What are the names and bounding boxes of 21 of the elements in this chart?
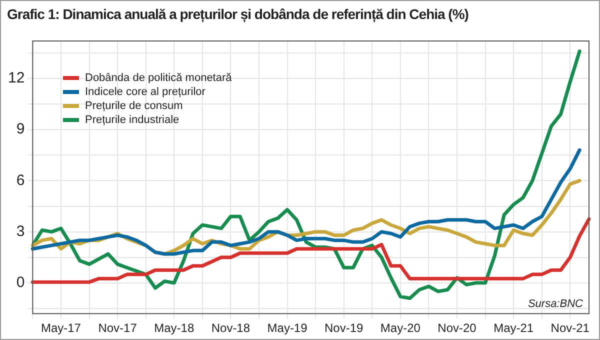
legend-label: Indicele core al prețurilor [85,85,206,99]
x-tick-label: Nov-20 [438,321,477,336]
x-tick-label: Nov-17 [98,321,138,336]
legend-label: Dobânda de politică monetară [85,71,232,85]
x-tick-label: Nov-18 [211,321,250,336]
y-tick-label: 12 [8,70,25,87]
legend-label: Prețurile de consum [85,99,183,113]
x-tick-label: Nov-19 [324,321,364,336]
x-tick-label: May-20 [380,321,421,336]
y-tick-label: 0 [16,274,25,292]
annotation: Sursa:BNC [528,298,584,310]
y-tick-label: 9 [16,120,25,138]
x-tick-label: May-19 [267,321,308,336]
x-tick-label: May-17 [40,321,82,336]
y-tick-label: 6 [16,172,25,189]
legend-label: Prețurile industriale [85,113,180,127]
x-tick-label: Nov-21 [550,321,590,336]
chart-title: Grafic 1: Dinamica anuală a prețurilor și dobânda de referință din Cehia (%) [7,6,468,22]
x-tick-label: May-18 [154,321,194,336]
y-tick-label: 3 [16,222,25,240]
x-tick-label: May-21 [494,321,534,336]
